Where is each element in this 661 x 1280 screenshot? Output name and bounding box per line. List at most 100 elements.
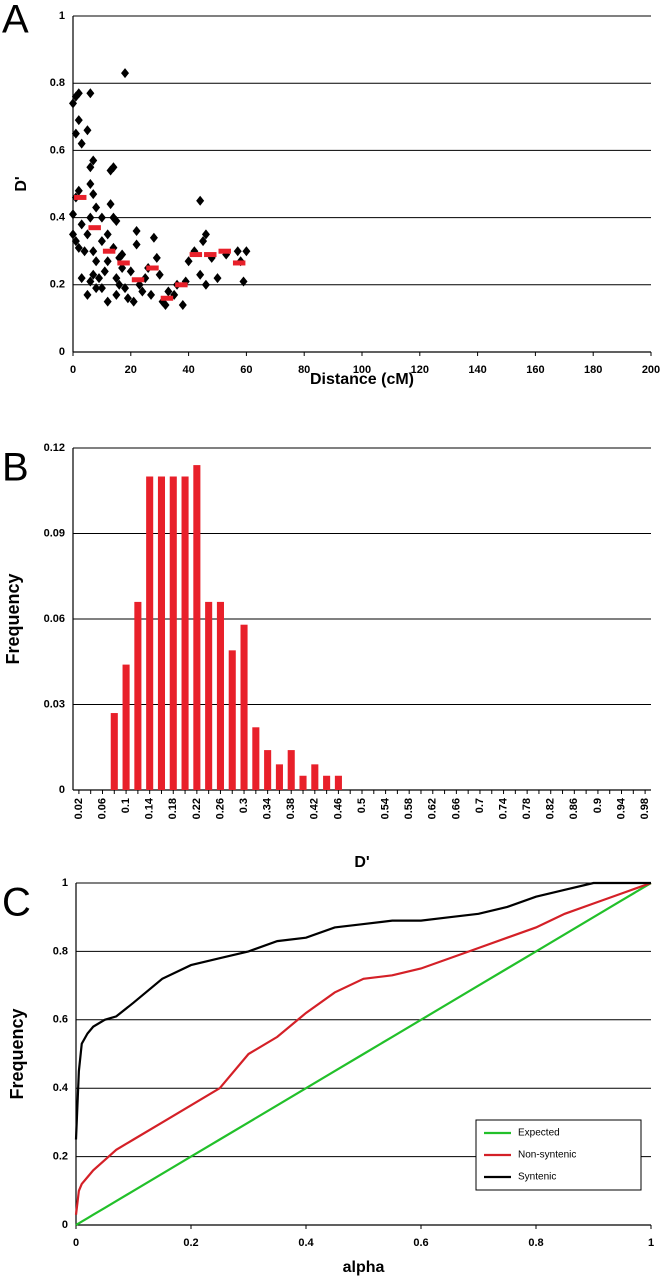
bar [181, 476, 189, 790]
point [86, 88, 95, 99]
legend-label: Non-syntenic [518, 1150, 576, 1161]
bar [264, 750, 272, 790]
bar [287, 750, 295, 790]
x-tick-label: 0.66 [450, 798, 462, 819]
bin-mean [189, 252, 203, 258]
point [86, 179, 95, 189]
point [190, 246, 199, 257]
x-tick-label: 0.38 [285, 798, 297, 819]
point [97, 212, 106, 223]
x-tick-label: 0.02 [73, 798, 85, 819]
x-tick-label: 20 [125, 364, 137, 376]
y-tick-label: 0.2 [53, 1151, 68, 1163]
bar [216, 601, 224, 790]
point [201, 279, 210, 290]
x-tick-label: 80 [298, 364, 310, 376]
point [112, 215, 121, 226]
x-axis-label: D' [354, 854, 369, 871]
bin-mean [102, 248, 116, 254]
point [83, 289, 92, 300]
point [89, 246, 98, 257]
bar [299, 775, 307, 790]
bar [134, 601, 142, 790]
point [77, 273, 86, 284]
bin-mean [160, 295, 174, 301]
point [71, 128, 80, 139]
x-tick-label: 0.06 [96, 798, 108, 819]
x-tick-label: 0.1 [120, 798, 132, 813]
panel-letter: A [2, 0, 29, 42]
point [69, 209, 77, 220]
bar [323, 775, 331, 790]
legend-label: Syntenic [518, 1172, 556, 1183]
point [115, 252, 124, 263]
point [132, 239, 141, 250]
x-tick-label: 60 [240, 364, 252, 376]
point [95, 273, 104, 284]
bar [240, 624, 248, 790]
y-tick-label: 0 [59, 346, 65, 358]
x-tick-label: 0.54 [379, 797, 391, 819]
point [213, 273, 222, 284]
point [89, 189, 98, 200]
x-tick-label: 0.34 [262, 797, 274, 819]
point [103, 296, 112, 307]
x-tick-label: 0.8 [528, 1237, 543, 1249]
bar [157, 476, 166, 790]
point [138, 286, 147, 297]
x-tick-label: 120 [411, 364, 429, 376]
y-tick-label: 0 [62, 1219, 68, 1231]
point [121, 283, 130, 294]
y-tick-label: 0.6 [53, 1014, 68, 1026]
bin-mean [204, 252, 217, 258]
point [77, 138, 86, 149]
point [86, 162, 95, 173]
point [74, 185, 83, 196]
bar [122, 664, 130, 790]
x-tick-label: 0.4 [298, 1237, 314, 1249]
x-tick-label: 0.86 [568, 798, 580, 819]
x-tick-label: 0.26 [214, 798, 226, 819]
x-tick-label: 0.3 [238, 798, 250, 813]
y-axis-label: Frequency [7, 1008, 27, 1099]
point [121, 68, 130, 79]
point [97, 283, 106, 294]
x-axis-label: Distance (cM) [310, 371, 414, 388]
point [201, 229, 210, 240]
bar [110, 713, 118, 790]
bin-mean [88, 225, 101, 231]
point [100, 266, 109, 277]
point [74, 88, 83, 99]
point [242, 246, 251, 257]
y-tick-label: 0.8 [53, 945, 68, 957]
point [74, 115, 83, 126]
x-tick-label: 0.7 [474, 798, 486, 813]
line [74, 881, 651, 1140]
x-tick-label: 160 [526, 364, 544, 376]
x-tick-label: 0.46 [332, 798, 344, 819]
bar [334, 775, 342, 790]
bin-mean [146, 265, 159, 271]
point [126, 266, 135, 277]
x-tick-label: 0.98 [639, 798, 651, 819]
point [233, 246, 242, 257]
point [112, 273, 121, 284]
panel-letter: B [2, 446, 29, 490]
line [75, 882, 652, 1226]
point [92, 283, 101, 294]
bar [275, 764, 283, 790]
point [71, 236, 80, 247]
point [184, 256, 193, 267]
point [118, 263, 127, 273]
x-tick-label: 0.14 [144, 797, 156, 819]
point [147, 289, 156, 300]
bar [146, 476, 154, 790]
y-tick-label: 0.03 [44, 698, 65, 710]
x-tick-label: 0 [73, 1237, 79, 1249]
y-tick-label: 0.12 [44, 442, 65, 454]
point [132, 226, 141, 237]
bar [228, 650, 236, 790]
x-tick-label: 0.22 [191, 798, 203, 819]
x-tick-label: 0.2 [183, 1237, 198, 1249]
